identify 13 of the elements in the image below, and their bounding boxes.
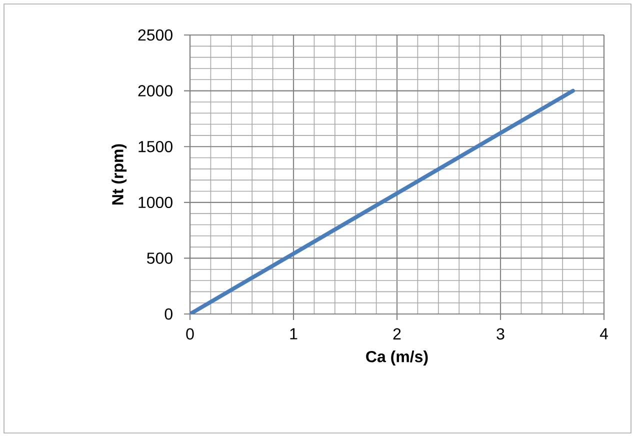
x-tick-label: 0	[186, 328, 194, 340]
x-tick-label: 3	[496, 328, 504, 340]
y-tick-label: 1500	[138, 140, 172, 152]
x-axis-title: Ca (m/s)	[366, 350, 428, 366]
y-tick-label: 2000	[138, 85, 172, 96]
x-tick-label: 1	[290, 328, 298, 340]
y-tick-label: 500	[147, 252, 172, 264]
y-tick-label: 1000	[138, 196, 172, 208]
x-tick-label: 4	[600, 328, 608, 340]
y-tick-label: 2500	[138, 29, 172, 41]
y-tick-label: 0	[164, 308, 172, 320]
x-tick-label: 2	[393, 328, 401, 340]
y-axis-title: Nt (rpm)	[112, 144, 127, 205]
